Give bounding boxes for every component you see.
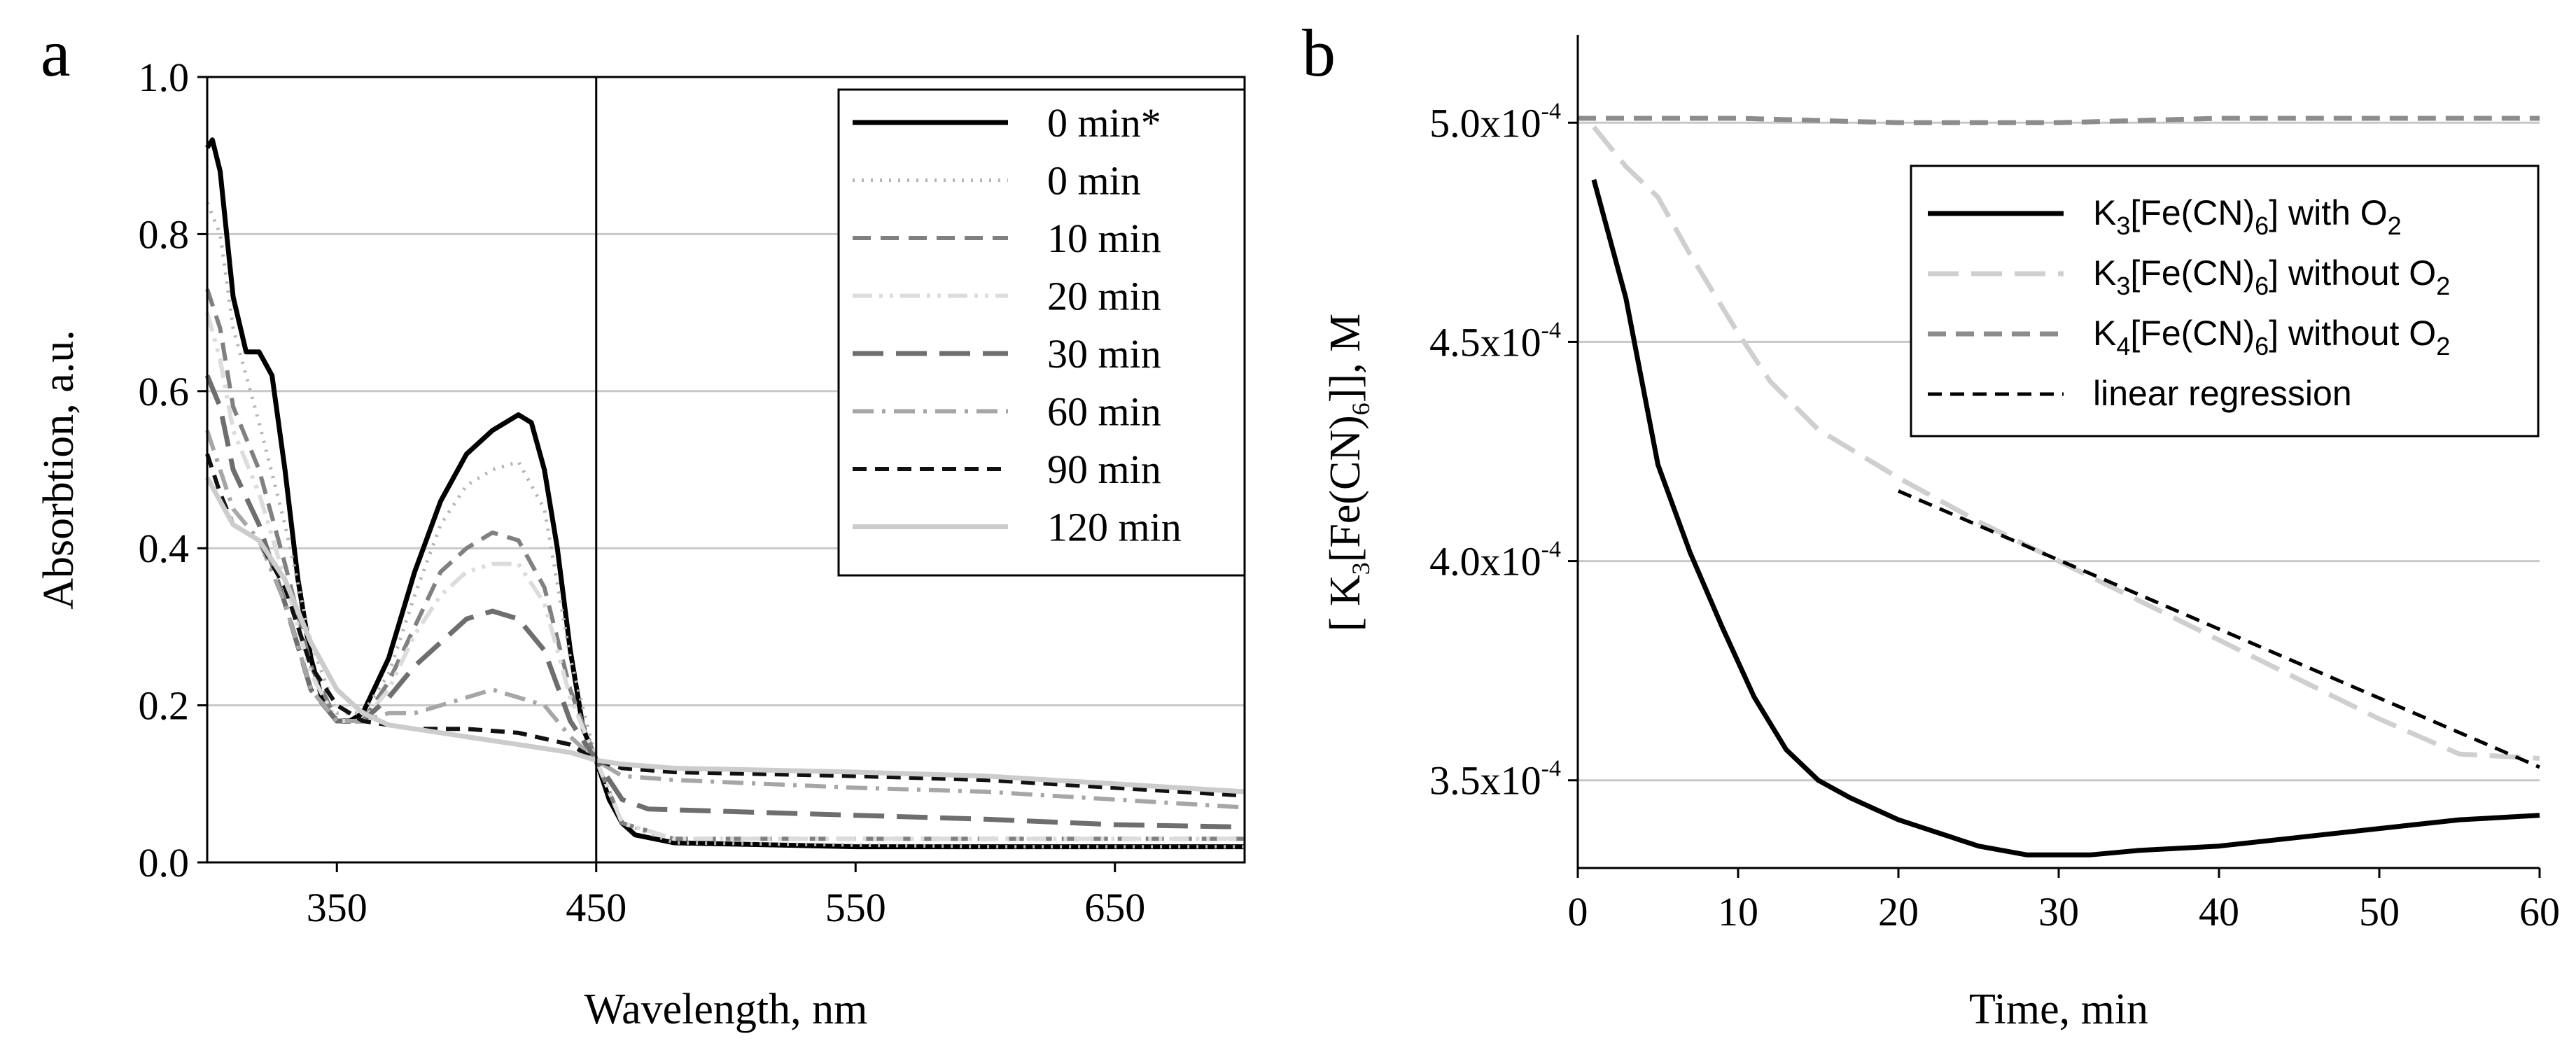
panel-a-y-tick-label: 0.8 (139, 211, 190, 257)
panel-b-x-tick-label: 0 (1568, 889, 1588, 934)
panel-b: b 3.5x10-4 4.0x10-4 4.5x10-4 5.0x10-4 0 10 20… (1302, 15, 2560, 1033)
panel-a-x-axis-title: Wavelength, nm (584, 986, 868, 1033)
panel-b-y-axis-title: [ K3[Fe(CN)6]], M (1322, 314, 1375, 631)
panel-b-legend-label-3: linear regression (2093, 374, 2352, 413)
panel-a-series-5 (205, 429, 1245, 810)
panel-a-x-ticks: 350 450 550 650 (307, 862, 1145, 930)
panel-a-series-3 (205, 312, 1245, 841)
panel-a-x-tick-label: 450 (566, 885, 626, 930)
panel-b-legend-label-0: K3[Fe(CN)6] with O2 (2093, 193, 2402, 240)
panel-a-y-axis-title: Absorbtion, a.u. (35, 330, 83, 610)
panel-b-series-3 (1898, 489, 2540, 769)
panel-a-y-tick-label: 1.0 (139, 55, 190, 100)
panel-a-legend-box (837, 88, 1246, 577)
panel-b-y-title-open: [ K (1322, 575, 1369, 631)
panel-a-x-tick-label: 650 (1084, 885, 1145, 930)
panel-b-x-ticks: 0 10 20 30 40 50 60 (1568, 868, 2560, 934)
panel-b-series-2 (1578, 115, 2540, 125)
panel-a-x-tick-label: 550 (825, 885, 886, 930)
panel-a-series-group (204, 137, 1245, 850)
panel-b-legend: K3[Fe(CN)6] with O2 K3[Fe(CN)6] without O… (1910, 164, 2540, 438)
panel-b-y-tick-label: 5.0x10-4 (1429, 98, 1561, 146)
panel-b-x-tick-label: 40 (2199, 889, 2239, 934)
panel-b-y-ticks: 3.5x10-4 4.0x10-4 4.5x10-4 5.0x10-4 (1429, 98, 1578, 804)
panel-b-series-0 (1591, 178, 2540, 858)
panel-a-legend-label-1: 0 min (1047, 158, 1141, 204)
panel-b-legend-label-2: K4[Fe(CN)6] without O2 (2093, 314, 2450, 360)
panel-b-y-tick-label: 4.0x10-4 (1429, 537, 1561, 584)
panel-a-series-7 (204, 476, 1245, 794)
panel-b-y-tick-label: 4.5x10-4 (1429, 317, 1561, 365)
panel-a-legend-label-5: 60 min (1047, 389, 1161, 435)
panel-a-y-ticks: 0.0 0.2 0.4 0.6 0.8 1.0 (139, 55, 207, 886)
panel-a-legend: 0 min* 0 min 10 min 20 min 30 min 60 min 90 mi… (837, 88, 1246, 577)
panel-b-x-tick-label: 50 (2359, 889, 2400, 934)
panel-a-y-tick-label: 0.0 (139, 840, 190, 886)
panel-b-legend-label-1: K3[Fe(CN)6] without O2 (2093, 253, 2450, 300)
panel-a-y-tick-label: 0.2 (139, 683, 190, 729)
panel-a: a 0.0 0.2 0.4 0.6 0.8 1.0 350 450 550 650 Wavele… (35, 15, 1246, 1033)
panel-b-series-1 (1592, 125, 2540, 761)
panel-b-y-tick-label: 3.5x10-4 (1429, 756, 1561, 804)
panel-a-legend-label-4: 30 min (1047, 331, 1161, 377)
panel-a-legend-label-7: 120 min (1047, 505, 1182, 550)
panel-a-x-tick-label: 350 (307, 885, 368, 930)
panel-a-legend-label-6: 90 min (1047, 447, 1161, 492)
panel-a-legend-label-2: 10 min (1047, 216, 1161, 261)
panel-a-label: a (41, 15, 71, 90)
panel-a-legend-label-0: 0 min* (1047, 100, 1161, 146)
panel-b-y-title-close: ]], M (1322, 314, 1369, 402)
panel-b-x-tick-label: 10 (1718, 889, 1758, 934)
panel-a-y-tick-label: 0.4 (139, 526, 190, 571)
panel-b-y-title-sub2: 6 (1347, 402, 1375, 415)
panel-b-x-tick-label: 30 (2038, 889, 2079, 934)
panel-b-label: b (1302, 15, 1336, 90)
panel-b-y-title-sub1: 3 (1347, 562, 1375, 575)
panel-a-legend-label-3: 20 min (1047, 274, 1161, 319)
panel-b-x-tick-label: 20 (1878, 889, 1919, 934)
panel-a-series-2 (205, 288, 1245, 841)
panel-b-legend-box (1910, 164, 2540, 438)
panel-b-x-axis-title: Time, min (1969, 986, 2148, 1033)
panel-b-series-group (1578, 115, 2540, 858)
panel-a-y-tick-label: 0.6 (139, 369, 190, 414)
panel-b-x-tick-label: 60 (2519, 889, 2560, 934)
panel-b-y-title-mid: [Fe(CN) (1322, 415, 1369, 562)
